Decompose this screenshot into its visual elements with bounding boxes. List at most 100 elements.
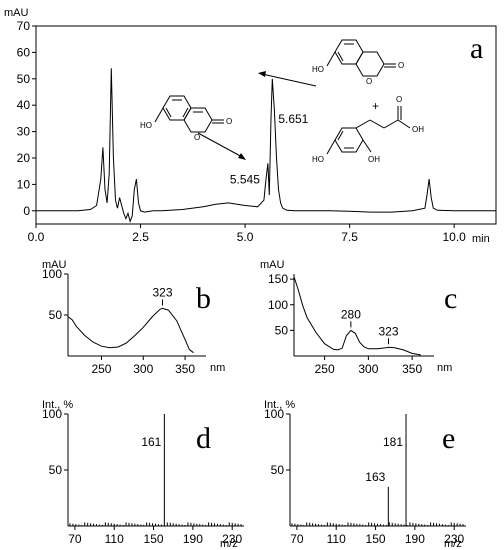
panel-d-axes: 50 100 70 110 150 190 230: [42, 407, 244, 546]
panel-a: a mAU min 0 10 20 30 40 50 60 70 0.0 2.5 5.0 7.5 10.…: [4, 7, 497, 245]
umbelliferone-structure: HO O O: [140, 95, 232, 142]
panel-e-xtick-label: 230: [444, 532, 464, 546]
panel-b-ylabel: mAU: [42, 259, 67, 271]
panel-e-xtick-label: 110: [327, 532, 346, 546]
panel-a-xtick-label: 7.5: [341, 230, 358, 244]
panel-e-xtick-label: 150: [366, 532, 386, 546]
panel-b-xtick-label: 300: [133, 362, 153, 376]
dihydro-ho-label: HO: [312, 65, 324, 74]
panel-c-xtick-label: 350: [402, 362, 422, 376]
panel-e-bars: [291, 414, 464, 526]
acid-carbonyl-o-label: O: [396, 95, 402, 104]
panel-c-xlabel: nm: [437, 362, 452, 374]
panel-c-xtick-label: 300: [358, 362, 378, 376]
panel-b-annotation-label: 323: [152, 285, 172, 299]
panel-a-ylabel: mAU: [4, 7, 29, 19]
panel-c-axes: 50 100 150 250 300 350: [268, 272, 434, 376]
panel-a-ytick-label: 0: [23, 204, 30, 218]
panel-d-xtick-label: 110: [105, 532, 124, 546]
panel-b-letter: b: [196, 282, 211, 315]
panel-e-letter: e: [442, 422, 455, 455]
panel-a-xlabel: min: [472, 233, 490, 245]
arrow-to-5651-peak: [261, 73, 317, 87]
panel-b-annotations: 323: [152, 285, 173, 306]
panel-e-peak-label: 163: [365, 470, 385, 484]
panel-b-ytick-label: 50: [49, 308, 63, 322]
panel-e-annotations: 163 181: [365, 435, 403, 484]
panel-a-xtick-label: 10.0: [443, 230, 467, 244]
panel-b-uv-spectrum-line: [67, 307, 194, 354]
panel-a-axes: 0 10 20 30 40 50 60 70 0.0 2.5 5.0 7.5 10.0: [17, 19, 497, 244]
panel-c-xtick-label: 250: [315, 362, 335, 376]
panel-e-xlabel: m/z: [444, 538, 462, 550]
dihydroumbelliferone-structure: HO O O: [312, 39, 404, 86]
panel-d-xlabel: m/z: [220, 538, 238, 550]
panel-a-xtick-label: 2.5: [132, 230, 149, 244]
panel-a-ytick-label: 70: [17, 19, 31, 33]
umbelliferone-carbonyl-o-label: O: [226, 117, 232, 126]
panel-e-ytick-label: 50: [271, 463, 285, 477]
panel-d-xtick-label: 150: [144, 532, 164, 546]
panel-e-peak-label: 181: [383, 435, 403, 449]
panel-c-ytick-label: 50: [275, 323, 289, 337]
umbelliferone-ring-o-label: O: [194, 133, 200, 142]
panel-e-xtick-label: 70: [290, 532, 304, 546]
panel-e: e Int., % m/z 50 100 70 110 150 190 230 163 181: [264, 399, 466, 550]
panel-c-ytick-label: 100: [268, 298, 288, 312]
panel-a-ytick-label: 10: [17, 177, 31, 191]
panel-a-annotations: 5.545 5.651: [230, 112, 309, 186]
panel-e-axes: 50 100 70 110 150 190 230: [264, 407, 466, 546]
arrow-head-5545: [238, 153, 246, 160]
panel-a-ytick-label: 20: [17, 151, 31, 165]
panel-d: d Int., % m/z 50 100 70 110 150 190 230 161: [42, 399, 244, 550]
panel-b-xtick-label: 250: [91, 362, 111, 376]
panel-c-ylabel: mAU: [260, 259, 285, 271]
panel-a-ytick-label: 50: [17, 72, 31, 86]
acid-ring-oh-label: OH: [368, 155, 380, 164]
panel-a-peak-label: 5.545: [230, 172, 260, 186]
panel-a-letter: a: [470, 32, 483, 65]
panel-d-annotations: 161: [141, 435, 161, 449]
panel-b-xtick-label: 350: [175, 362, 195, 376]
panel-c-annotations: 280 323: [341, 307, 399, 345]
panel-a-chromatogram-line: [36, 68, 496, 224]
panel-e-ytick-label: 100: [264, 407, 284, 421]
panel-c-uv-spectrum-line: [293, 276, 421, 356]
acid-ho-label: HO: [312, 155, 324, 164]
panel-c: c mAU nm 50 100 150 250 300 350 280 323: [260, 259, 457, 376]
panel-b-ytick-label: 100: [42, 267, 62, 281]
panel-a-frame: [35, 25, 497, 225]
panel-a-xtick-label: 5.0: [237, 230, 254, 244]
panel-a-ytick-label: 40: [17, 98, 31, 112]
panel-c-ytick-label: 150: [268, 272, 288, 286]
panel-a-ytick-label: 30: [17, 125, 31, 139]
panel-d-letter: d: [196, 422, 211, 455]
panel-c-annotation-label: 280: [341, 307, 361, 321]
panel-d-peak-label: 161: [141, 435, 161, 449]
panel-c-annotation-label: 323: [378, 324, 398, 338]
panel-d-xtick-label: 70: [68, 532, 82, 546]
arrow-to-5545-peak: [197, 132, 245, 159]
panel-b-axes: 50 100 250 300 350: [42, 267, 206, 376]
arrow-head-5651: [258, 71, 266, 77]
acid-oh-label: OH: [412, 125, 424, 134]
dihydro-carbonyl-o-label: O: [398, 61, 404, 70]
panel-e-xtick-label: 190: [405, 532, 425, 546]
panel-a-xtick-label: 0.0: [28, 230, 45, 244]
panel-a-ytick-label: 60: [17, 45, 31, 59]
panel-d-ytick-label: 50: [49, 463, 63, 477]
panel-b-xlabel: nm: [210, 362, 225, 374]
panel-d-ytick-label: 100: [42, 407, 62, 421]
panel-b: b mAU nm 50 100 250 300 350 323: [42, 259, 225, 376]
panel-e-ylabel: Int., %: [264, 399, 295, 411]
dihydroxyphenylpropanoic-acid-structure: HO OH O OH: [312, 95, 424, 164]
panel-d-bars: [69, 414, 242, 526]
panel-c-letter: c: [444, 282, 457, 315]
panel-d-ylabel: Int., %: [42, 399, 73, 411]
panel-d-xtick-label: 230: [222, 532, 242, 546]
plus-sign: +: [372, 99, 379, 113]
panel-a-peak-label: 5.651: [278, 112, 308, 126]
panel-d-xtick-label: 190: [183, 532, 203, 546]
dihydro-ring-o-label: O: [366, 77, 372, 86]
